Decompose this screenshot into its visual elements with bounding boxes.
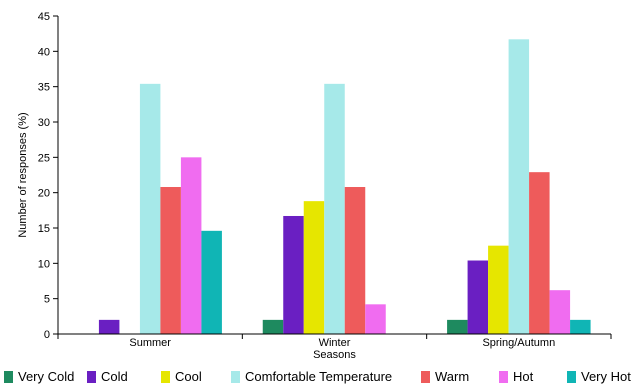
bar: [98, 319, 120, 334]
legend-swatch: [421, 371, 430, 383]
legend-label: Very Cold: [18, 369, 74, 384]
legend-swatch: [87, 371, 96, 383]
legend-swatch: [499, 371, 508, 383]
legend-item: Cool: [161, 369, 202, 384]
bar: [570, 319, 591, 334]
bar: [262, 319, 284, 334]
legend-label: Cold: [101, 369, 128, 384]
legend-swatch: [161, 371, 170, 383]
bar: [283, 215, 304, 334]
legend-label: Warm: [435, 369, 469, 384]
bar: [344, 187, 366, 334]
x-category-label: Winter: [319, 337, 351, 349]
bar: [324, 83, 345, 334]
y-tick-label: 15: [38, 223, 50, 235]
legend-swatch: [567, 371, 576, 383]
legend-item: Hot: [499, 369, 534, 384]
y-tick-label: 30: [38, 117, 50, 129]
y-tick-label: 35: [38, 82, 50, 94]
x-axis-label: Seasons: [313, 349, 356, 361]
bar: [139, 83, 161, 334]
legend-item: Cold: [87, 369, 128, 384]
bars-group: [98, 39, 591, 334]
legend-swatch: [4, 371, 13, 383]
y-axis-label: Number of responses (%): [17, 112, 29, 237]
legend-item: Very Hot: [567, 369, 631, 384]
bar: [201, 230, 222, 334]
legend-label: Hot: [513, 369, 534, 384]
y-tick-label: 45: [38, 11, 50, 23]
x-ticks-group: Summer Winter Spring/Autumn: [57, 334, 612, 349]
bar: [160, 187, 181, 334]
legend-label: Cool: [175, 369, 202, 384]
axes-group: [57, 16, 611, 335]
bar: [529, 172, 550, 334]
bar: [549, 290, 571, 334]
bar: [447, 319, 468, 334]
bar: [303, 201, 325, 334]
x-category-label: Spring/Autumn: [482, 337, 555, 349]
legend-swatch: [231, 371, 240, 383]
legend-label: Comfortable Temperature: [245, 369, 392, 384]
bar: [488, 245, 509, 334]
y-tick-label: 10: [38, 258, 50, 270]
y-ticks-group: 0 5 10 15 20 25 30 35 40 45: [38, 11, 58, 341]
legend: Very Cold Cold Cool Comfortable Temperature…: [4, 369, 631, 384]
legend-label: Very Hot: [581, 369, 631, 384]
legend-item: Warm: [421, 369, 469, 384]
y-tick-label: 5: [44, 294, 50, 306]
y-tick-label: 20: [38, 188, 50, 200]
x-category-label: Summer: [129, 337, 171, 349]
bar: [467, 260, 489, 334]
y-tick-label: 0: [44, 329, 50, 341]
bar: [180, 157, 202, 334]
y-tick-label: 40: [38, 46, 50, 58]
bar: [508, 39, 530, 334]
bar: [365, 304, 386, 334]
y-tick-label: 25: [38, 152, 50, 164]
legend-item: Very Cold: [4, 369, 74, 384]
legend-item: Comfortable Temperature: [231, 369, 392, 384]
